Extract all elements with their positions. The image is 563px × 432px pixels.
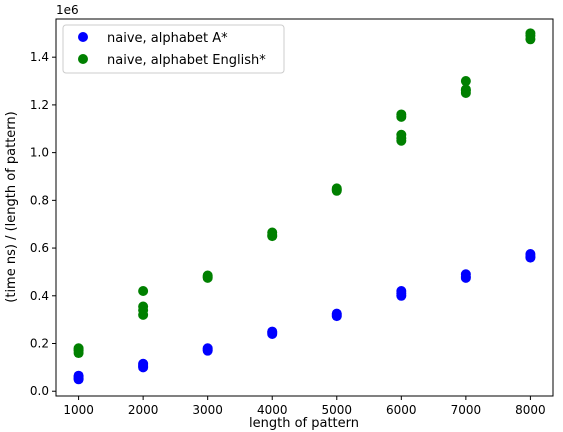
x-tick-label: 2000: [128, 403, 159, 417]
x-tick-label: 1000: [63, 403, 94, 417]
data-point-series-0: [138, 358, 149, 369]
x-tick-label: 8000: [515, 403, 546, 417]
x-tick-label: 3000: [192, 403, 223, 417]
legend-marker-a-star: [78, 32, 88, 42]
data-point-series-0: [396, 286, 407, 297]
data-point-series-0: [267, 326, 278, 337]
data-point-series-0: [73, 370, 84, 381]
data-point-series-1: [202, 270, 213, 281]
data-points: [73, 28, 536, 385]
legend-box: [62, 24, 285, 74]
data-point-series-1: [396, 129, 407, 140]
plot-area: [56, 19, 553, 396]
legend-item-a-star: naive, alphabet A*: [78, 31, 228, 46]
data-point-series-0: [525, 249, 536, 260]
data-point-series-0: [331, 308, 342, 319]
data-point-series-1: [460, 76, 471, 87]
x-tick-label: 7000: [451, 403, 482, 417]
legend: naive, alphabet A* naive, alphabet Engli…: [62, 24, 285, 74]
y-tick-label: 0.6: [30, 241, 49, 255]
y-tick-label: 0.0: [30, 384, 49, 398]
data-point-series-1: [396, 109, 407, 120]
y-offset-label: 1e6: [56, 3, 79, 17]
x-tick-label: 5000: [321, 403, 352, 417]
y-axis-ticks: 0.0 0.2 0.4 0.6 0.8 1.0 1.2 1.4: [30, 50, 56, 398]
legend-item-english-star: naive, alphabet English*: [78, 53, 266, 68]
x-tick-label: 6000: [386, 403, 417, 417]
data-point-series-0: [460, 269, 471, 280]
x-tick-label: 4000: [257, 403, 288, 417]
data-point-series-1: [460, 84, 471, 95]
y-tick-label: 1.0: [30, 146, 49, 160]
legend-marker-english-star: [78, 54, 88, 64]
data-point-series-1: [73, 343, 84, 354]
data-point-series-1: [525, 28, 536, 39]
x-axis-ticks: 1000 2000 3000 4000 5000 6000 7000 8000: [63, 396, 546, 417]
data-point-series-1: [138, 301, 149, 312]
legend-label-a-star: naive, alphabet A*: [107, 31, 228, 46]
y-axis-label: (time ns) / (length of pattern): [4, 111, 19, 302]
data-point-series-1: [267, 227, 278, 238]
data-point-series-0: [202, 343, 213, 354]
y-tick-label: 0.8: [30, 193, 49, 207]
data-point-series-1: [331, 183, 342, 194]
y-tick-label: 0.2: [30, 337, 49, 351]
y-tick-label: 1.2: [30, 98, 49, 112]
legend-label-english-star: naive, alphabet English*: [107, 53, 266, 68]
x-axis-label: length of pattern: [249, 416, 359, 431]
y-tick-label: 1.4: [30, 50, 49, 64]
plot-frame: [55, 18, 554, 397]
data-point-series-1: [138, 286, 149, 297]
y-tick-label: 0.4: [30, 289, 49, 303]
